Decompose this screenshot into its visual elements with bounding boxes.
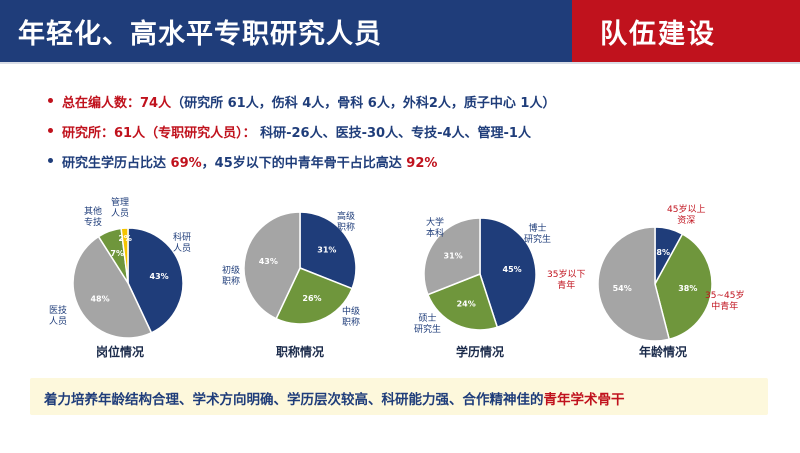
label-research: 科研 人员 — [173, 233, 191, 255]
bullet-dot — [48, 158, 53, 163]
label-text: 人员 — [111, 209, 130, 219]
label-text: 职称 — [222, 277, 241, 287]
pie-value-label: 31% — [317, 246, 336, 255]
bullet-text: ，45岁以下的中青年骨干占比高达 — [201, 156, 407, 171]
label-medtech: 医技 人员 — [49, 306, 67, 328]
postgrad-ratio: 69% — [170, 156, 202, 171]
pie-slice-2 — [597, 226, 671, 342]
bullet-text: 研究生学历占比达 — [62, 156, 171, 171]
label-management: 管理 人员 — [111, 198, 129, 220]
label-text: 35岁以下 — [547, 270, 586, 280]
label-text: 医技 — [49, 306, 68, 316]
pie-slice-2 — [423, 217, 481, 296]
header-divider — [0, 62, 800, 64]
pie-age-svg: 8% 38% 54% — [597, 226, 713, 342]
chart-title-position: 岗位情况 — [95, 345, 144, 359]
label-text: 初级 — [222, 266, 241, 276]
label-text: 资深 — [677, 216, 696, 226]
label-text: 高级 — [337, 212, 356, 222]
pie-position-svg: 43% 48% 7% 2% — [72, 227, 184, 339]
header-title-panel: 年轻化、高水平专职研究人员 — [0, 0, 572, 62]
label-bachelor: 大学 本科 — [426, 218, 444, 240]
pie-value-label: 7% — [110, 249, 124, 258]
pie-slice-0 — [299, 211, 357, 290]
header-section-panel: 队伍建设 — [572, 0, 800, 62]
pie-slice-0 — [127, 227, 184, 334]
pie-rank-svg: 31% 26% 43% — [243, 211, 357, 325]
label-text: 中青年 — [711, 302, 739, 312]
label-text: 青年 — [557, 281, 576, 291]
pie-value-label: 26% — [302, 294, 321, 303]
label-text: 管理 — [111, 198, 130, 208]
pie-slice-1 — [654, 233, 713, 341]
pie-value-label: 45% — [503, 265, 522, 274]
label-text: 研究生 — [414, 325, 442, 335]
bullet-dot — [48, 128, 53, 133]
header-bar: 年轻化、高水平专职研究人员 队伍建设 — [0, 0, 800, 62]
pie-chart-education: 45% 24% 31% 博士 研究生 硕士 研究生 大学 本科 学历情况 — [400, 188, 560, 363]
chart-title-rank: 职称情况 — [275, 345, 324, 359]
young-ratio: 92% — [406, 156, 438, 171]
label-text: 中级 — [342, 307, 361, 317]
bullet-detail: 科研-26人、医技-30人、专技-4人、管理-1人 — [255, 126, 531, 141]
pie-value-label: 43% — [150, 272, 169, 281]
label-text: 职称 — [342, 318, 361, 328]
label-text: 专技 — [84, 218, 103, 228]
label-text: 博士 — [528, 224, 547, 234]
pie-value-label: 43% — [259, 257, 278, 266]
pie-chart-position: 43% 48% 7% 2% 科研 人员 医技 人员 其他 专技 管理 人员 岗位情况 — [40, 188, 200, 363]
label-text: 其他 — [84, 207, 103, 217]
label-text: 职称 — [337, 223, 356, 233]
pie-value-label: 31% — [444, 252, 463, 261]
label-phd: 博士 研究生 — [524, 224, 551, 246]
pie-value-label: 48% — [90, 294, 109, 303]
summary-banner: 着力培养年龄结构合理、学术方向明确、学历层次较高、科研能力强、合作精神佳的青年学… — [30, 378, 768, 415]
pie-slice-2 — [243, 211, 301, 320]
pie-value-label: 54% — [613, 284, 632, 293]
label-intermediate: 中级 职称 — [342, 307, 360, 329]
pie-slice-0 — [479, 217, 537, 329]
label-text: 研究生 — [524, 235, 552, 245]
label-text: 人员 — [173, 244, 192, 254]
bullet-total-staff: 总在编人数：74人（研究所 61人，伤科 4人，骨科 6人，外科2人，质子中心 … — [48, 92, 556, 122]
label-junior: 初级 职称 — [222, 266, 240, 288]
bullet-ratios: 研究生学历占比达 69%，45岁以下的中青年骨干占比高达 92% — [48, 152, 555, 182]
chart-title-age: 年龄情况 — [638, 345, 687, 359]
bullet-list: 总在编人数：74人（研究所 61人，伤科 4人，骨科 6人，外科2人，质子中心 … — [48, 92, 556, 182]
pie-slice-1 — [275, 267, 354, 325]
label-text: 科研 — [173, 233, 192, 243]
label-over45: 45岁以上 资深 — [667, 205, 705, 227]
pie-slice-1 — [72, 235, 153, 339]
label-text: 硕士 — [418, 314, 437, 324]
pie-slice-3 — [120, 227, 129, 284]
label-master: 硕士 研究生 — [414, 314, 441, 336]
label-text: 45岁以上 — [667, 205, 706, 215]
label-senior: 高级 职称 — [337, 212, 355, 234]
label-text: 35~45岁 — [705, 291, 745, 301]
bullet-institute-staff: 研究所：61人（专职研究人员）： 科研-26人、医技-30人、专技-4人、管理-… — [48, 122, 555, 152]
label-text: 本科 — [426, 229, 445, 239]
label-text: 人员 — [49, 317, 68, 327]
bullet-lead: 研究所：61人（专职研究人员）： — [62, 126, 256, 141]
bullet-lead: 总在编人数：74人 — [62, 96, 172, 111]
label-under35: 35岁以下 青年 — [547, 270, 585, 292]
banner-highlight: 青年学术骨干 — [543, 392, 625, 408]
pie-value-label: 24% — [457, 299, 476, 308]
banner-content: 着力培养年龄结构合理、学术方向明确、学历层次较高、科研能力强、合作精神佳的青年学… — [44, 388, 625, 408]
section-title: 队伍建设 — [600, 19, 716, 50]
pie-chart-age: 8% 38% 54% 45岁以上 资深 35~45岁 中青年 35岁以下 青年 年龄情况 — [547, 188, 744, 363]
page-title: 年轻化、高水平专职研究人员 — [18, 19, 382, 50]
pie-value-label: 8% — [656, 248, 670, 257]
pie-value-label: 38% — [678, 284, 697, 293]
pie-chart-title-rank: 31% 26% 43% 高级 职称 中级 职称 初级 职称 职称情况 — [220, 188, 380, 363]
bullet-dot — [48, 98, 53, 103]
label-other-tech: 其他 专技 — [84, 207, 102, 229]
pie-education-svg: 45% 24% 31% — [423, 217, 537, 331]
banner-text: 着力培养年龄结构合理、学术方向明确、学历层次较高、科研能力强、合作精神佳的 — [44, 392, 544, 408]
label-text: 大学 — [426, 218, 445, 228]
chart-title-education: 学历情况 — [455, 345, 504, 359]
label-35to45: 35~45岁 中青年 — [705, 291, 744, 313]
pie-value-label: 2% — [118, 234, 132, 243]
bullet-detail: （研究所 61人，伤科 4人，骨科 6人，外科2人，质子中心 1人） — [171, 96, 556, 111]
